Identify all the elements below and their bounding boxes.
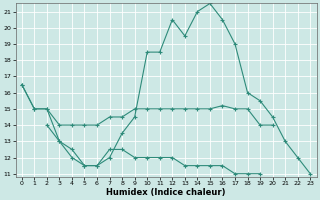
X-axis label: Humidex (Indice chaleur): Humidex (Indice chaleur)	[106, 188, 226, 197]
